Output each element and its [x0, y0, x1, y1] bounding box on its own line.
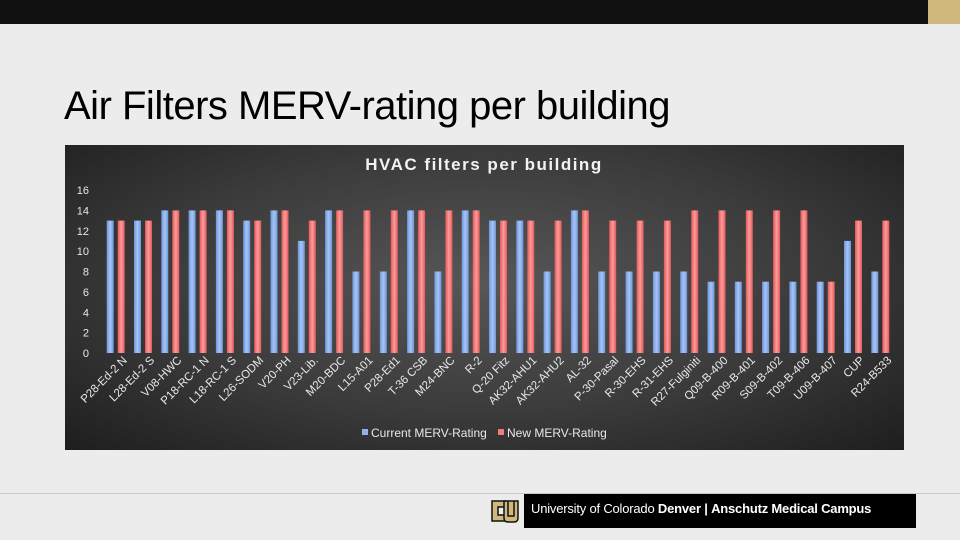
bar-new: [663, 220, 671, 353]
footer-institution: University of Colorado Denver | Anschutz…: [531, 501, 871, 516]
bar-current: [598, 271, 606, 353]
bar-new: [609, 220, 617, 353]
bar-new: [418, 210, 426, 353]
bar-current: [762, 281, 770, 353]
y-tick-label: 4: [83, 307, 89, 319]
y-tick-label: 12: [77, 226, 89, 238]
y-tick-label: 10: [77, 246, 89, 258]
y-tick-label: 16: [77, 185, 89, 197]
bar-new: [855, 220, 862, 353]
bar-current: [434, 271, 442, 353]
bar-new: [527, 220, 535, 353]
bar-new: [882, 220, 890, 353]
bar-current: [297, 240, 305, 353]
bar-new: [145, 220, 152, 353]
bar-current: [734, 281, 742, 353]
bar-current: [325, 210, 333, 353]
y-tick-label: 8: [83, 267, 89, 279]
chart-area: HVAC filters per building 0 2 4 6 8 10 12 14 16 …: [65, 145, 904, 450]
bar-new: [718, 210, 726, 353]
bar-current: [707, 281, 715, 353]
bar-current: [489, 220, 496, 353]
bar-current: [570, 210, 578, 353]
bar-current: [516, 220, 524, 353]
bar-current: [407, 210, 415, 353]
y-axis: 0 2 4 6 8 10 12 14 16: [77, 185, 89, 360]
footer-separator: |: [704, 501, 708, 516]
slide-title: Air Filters MERV-rating per building: [64, 84, 670, 128]
top-bar: [0, 0, 928, 24]
legend-label-current: Current MERV-Rating: [371, 426, 487, 440]
bar-new: [199, 210, 207, 353]
bar-new: [554, 220, 562, 353]
footer-denver: Denver: [657, 501, 701, 516]
bar-new: [773, 210, 781, 353]
bar-new: [308, 220, 316, 353]
footer-university: University of Colorado: [531, 501, 655, 516]
bar-new: [254, 220, 262, 353]
y-tick-label: 2: [83, 328, 89, 340]
footer-divider: [0, 493, 960, 494]
bar-new: [800, 210, 808, 353]
bar-new: [172, 210, 180, 353]
x-tick-label: R-2: [463, 355, 485, 377]
bar-new: [336, 210, 344, 353]
top-accent: [928, 0, 960, 24]
legend: Current MERV-Rating New MERV-Rating: [362, 426, 607, 440]
legend-swatch-new: [498, 429, 504, 435]
y-tick-label: 6: [83, 287, 89, 299]
bar-current: [789, 281, 797, 353]
y-tick-label: 0: [83, 348, 89, 360]
bar-new: [636, 220, 644, 353]
chart-title: HVAC filters per building: [365, 155, 602, 174]
legend-swatch-current: [362, 429, 368, 435]
bar-series: [106, 210, 890, 353]
bar-current: [543, 271, 551, 353]
bar-new: [745, 210, 753, 353]
bar-new: [445, 210, 453, 353]
bar-current: [625, 271, 633, 353]
bar-current: [844, 240, 851, 353]
hvac-bar-chart: HVAC filters per building 0246810121416 …: [77, 155, 895, 440]
bar-current: [680, 271, 688, 353]
bar-current: [652, 271, 660, 353]
bar-new: [281, 210, 289, 353]
bar-current: [461, 210, 469, 353]
bar-current: [215, 210, 223, 353]
bar-current: [188, 210, 196, 353]
y-tick-label: 14: [77, 205, 89, 217]
bar-new: [472, 210, 480, 353]
bar-current: [816, 281, 824, 353]
bar-new: [363, 210, 371, 353]
bar-current: [161, 210, 169, 353]
bar-new: [691, 210, 699, 353]
bar-current: [270, 210, 278, 353]
bar-current: [871, 271, 879, 353]
bar-current: [106, 220, 114, 353]
bar-current: [134, 220, 141, 353]
bar-current: [379, 271, 387, 353]
bar-new: [827, 281, 835, 353]
bar-new: [226, 210, 234, 353]
bar-new: [117, 220, 125, 353]
legend-label-new: New MERV-Rating: [507, 426, 607, 440]
footer-campus: Anschutz Medical Campus: [711, 501, 872, 516]
bar-new: [500, 220, 507, 353]
bar-current: [352, 271, 360, 353]
footer-band: [524, 494, 916, 528]
bar-new: [581, 210, 589, 353]
bar-current: [243, 220, 251, 353]
bar-new: [390, 210, 398, 353]
cu-logo-icon: [486, 494, 524, 528]
